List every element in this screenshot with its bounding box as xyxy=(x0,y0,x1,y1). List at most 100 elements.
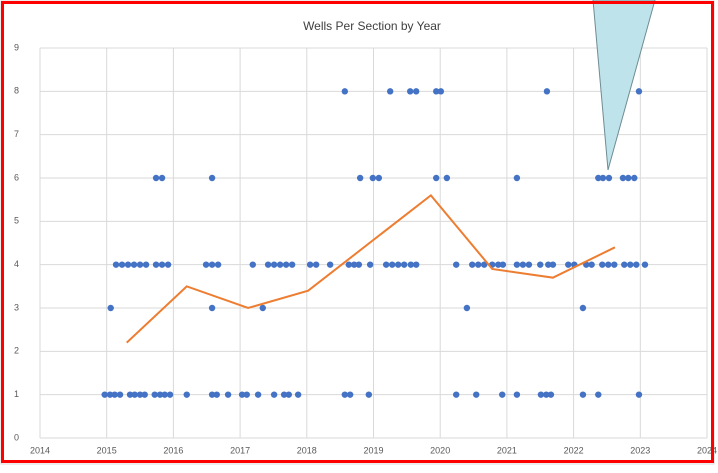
scatter-point xyxy=(152,174,160,182)
scatter-point xyxy=(214,261,222,268)
scatter-point xyxy=(543,88,551,95)
scatter-point xyxy=(621,261,628,268)
scatter-point xyxy=(355,261,363,268)
scatter-point xyxy=(625,174,632,182)
scatter-point xyxy=(619,174,627,182)
scatter-point xyxy=(519,261,527,268)
x-tick-label: 2015 xyxy=(97,445,117,455)
scatter-point xyxy=(136,261,144,268)
scatter-point xyxy=(202,261,210,268)
scatter-point xyxy=(282,261,290,268)
scatter-point xyxy=(101,391,108,398)
scatter-point xyxy=(208,304,216,312)
x-tick-label: 2017 xyxy=(230,445,250,455)
callout xyxy=(592,0,656,171)
scatter-point xyxy=(412,261,420,268)
scatter-point xyxy=(463,304,471,312)
line-series xyxy=(126,193,616,344)
scatter-point xyxy=(111,391,118,398)
scatter-point xyxy=(249,261,256,268)
scatter-point xyxy=(264,261,272,268)
scatter-point xyxy=(382,261,390,268)
scatter-point xyxy=(547,391,555,398)
x-tick-label: 2024 xyxy=(697,445,717,455)
x-tick-label: 2021 xyxy=(497,445,517,455)
scatter-point xyxy=(400,261,408,268)
scatter-point xyxy=(443,174,451,182)
scatter-point xyxy=(326,261,334,268)
scatter-point xyxy=(407,261,415,268)
scatter-point xyxy=(124,261,132,268)
scatter-point xyxy=(481,261,488,268)
y-tick-label: 0 xyxy=(14,432,19,442)
scatter-point xyxy=(473,391,480,398)
scatter-point xyxy=(285,391,292,398)
scatter-point xyxy=(106,391,114,398)
scatter-point xyxy=(595,391,602,398)
x-tick-label: 2014 xyxy=(30,445,50,455)
scatter-point xyxy=(631,174,638,182)
scatter-point xyxy=(394,261,402,268)
y-tick-label: 9 xyxy=(14,42,19,52)
scatter-point xyxy=(432,88,440,95)
scatter-point xyxy=(158,261,166,268)
scatter-point xyxy=(565,261,572,268)
scatter-point xyxy=(406,88,414,95)
scatter-point xyxy=(605,261,612,268)
scatter-point xyxy=(605,174,613,182)
scatter-point xyxy=(156,391,164,398)
scatter-point xyxy=(635,391,643,398)
scatter-point xyxy=(341,391,349,398)
scatter-point xyxy=(254,391,262,398)
scatter-point xyxy=(545,261,552,268)
scatter-point xyxy=(224,391,232,398)
scatter-point xyxy=(166,391,174,398)
y-tick-label: 2 xyxy=(14,346,19,356)
scatter-point xyxy=(346,391,354,398)
grid: 0 1 2 3 4 5 6 7 8 9 2014 2015 2016 2017 2018 2019 2020 20… xyxy=(14,42,717,455)
scatter-point xyxy=(627,261,634,268)
scatter-point xyxy=(549,261,557,268)
scatter-point xyxy=(641,261,649,268)
scatter-point xyxy=(469,261,476,268)
scatter-point xyxy=(126,391,134,398)
scatter-point xyxy=(366,261,374,268)
scatter-point xyxy=(294,391,302,398)
scatter-point xyxy=(345,261,353,268)
scatter-point xyxy=(270,261,278,268)
scatter-point xyxy=(208,391,216,398)
x-tick-label: 2016 xyxy=(163,445,183,455)
scatter-point xyxy=(213,391,220,398)
scatter-point xyxy=(599,174,607,182)
scatter-point xyxy=(238,391,246,398)
x-tick-label: 2020 xyxy=(430,445,450,455)
y-tick-label: 8 xyxy=(14,86,19,96)
scatter-point xyxy=(513,174,521,182)
scatter-point xyxy=(107,304,114,312)
chart-title: Wells Per Section by Year xyxy=(303,19,441,33)
scatter-point xyxy=(369,174,377,182)
scatter-point xyxy=(280,391,288,398)
scatter-point xyxy=(130,261,138,268)
x-tick-label: 2023 xyxy=(630,445,650,455)
scatter-point xyxy=(341,88,349,95)
scatter-point xyxy=(599,261,606,268)
scatter-point xyxy=(306,261,314,268)
scatter-point xyxy=(151,391,158,398)
scatter-point xyxy=(475,261,482,268)
scatter-point xyxy=(161,391,168,398)
scatter-point xyxy=(453,391,460,398)
scatter-point xyxy=(499,391,506,398)
scatter-point xyxy=(356,174,364,182)
scatter-point xyxy=(588,261,595,268)
x-tick-label: 2022 xyxy=(564,445,584,455)
y-tick-label: 1 xyxy=(14,389,19,399)
scatter-point xyxy=(437,88,445,95)
scatter-point xyxy=(386,88,394,95)
scatter-point xyxy=(259,304,266,312)
scatter-point xyxy=(112,261,120,268)
y-tick-label: 5 xyxy=(14,216,19,226)
x-tick-label: 2019 xyxy=(363,445,383,455)
scatter-point xyxy=(270,391,278,398)
scatter-point xyxy=(141,391,148,398)
